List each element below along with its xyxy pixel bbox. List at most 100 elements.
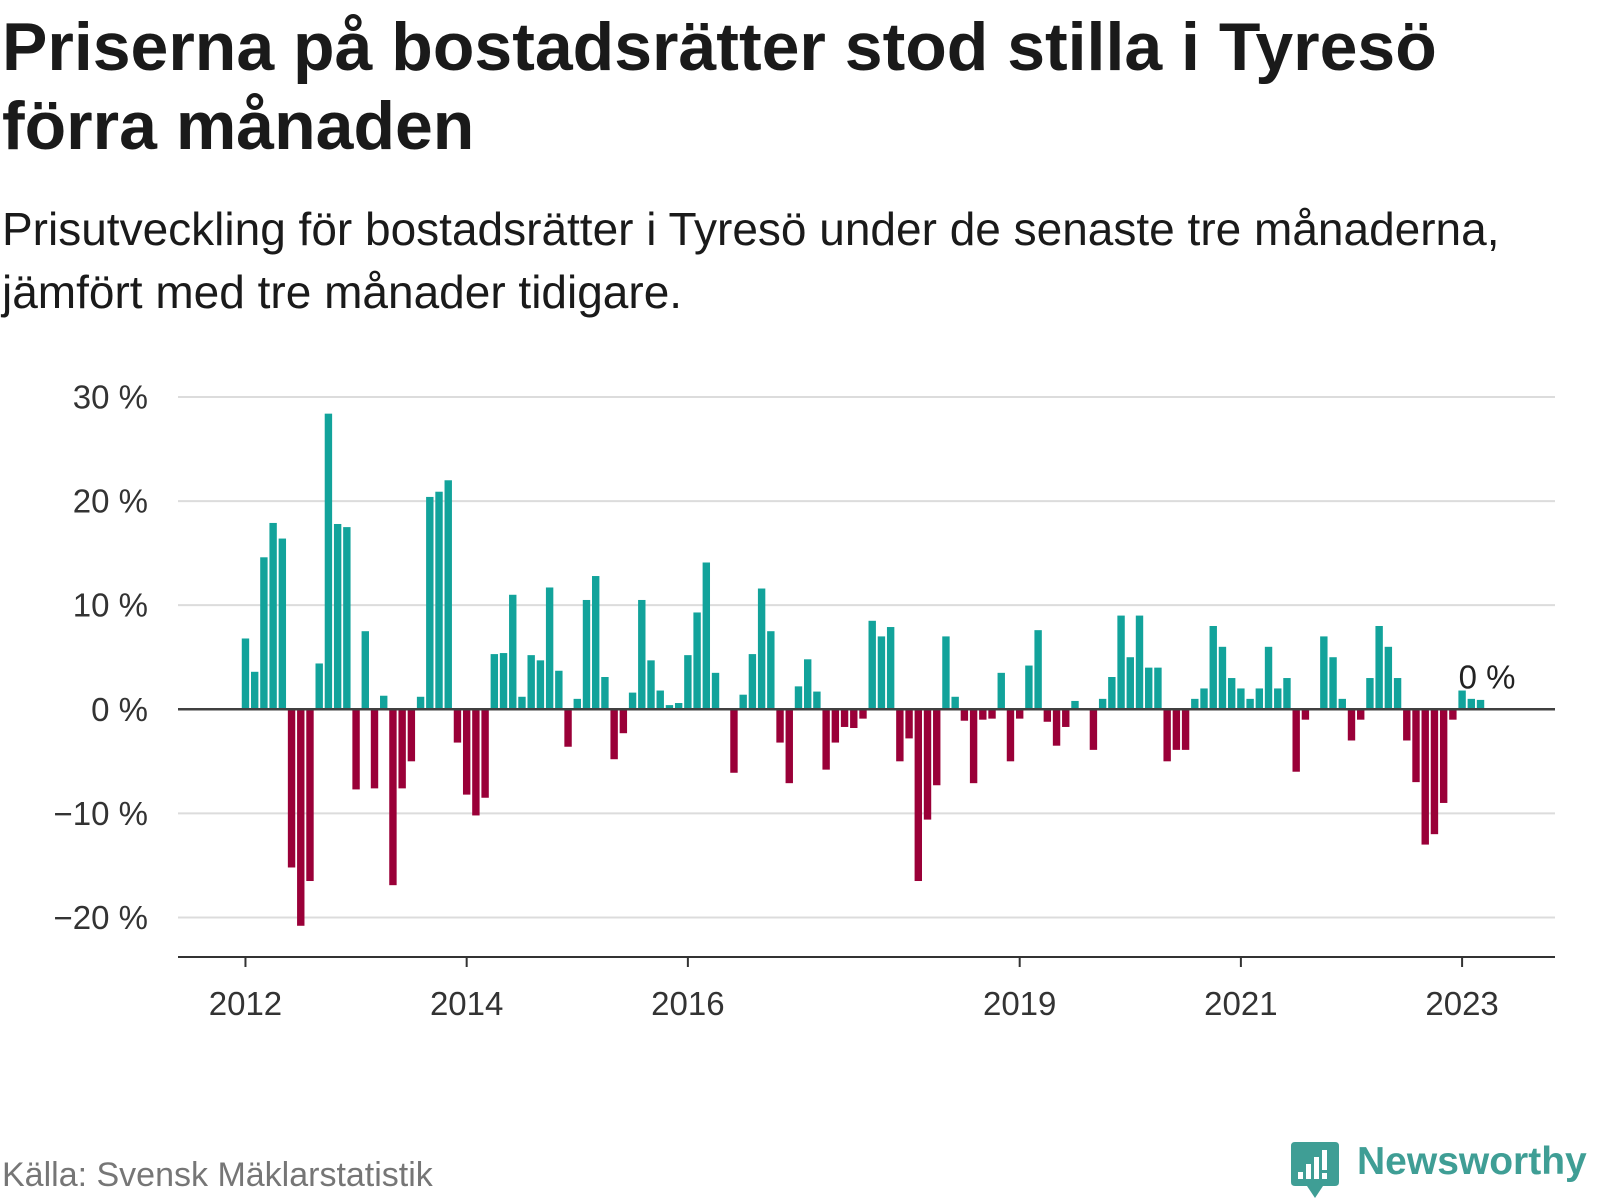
bar-2016-13 bbox=[794, 686, 803, 710]
bar-2013-06 bbox=[398, 709, 406, 789]
bar-2012-07 bbox=[297, 709, 305, 926]
bar-2018-04 bbox=[933, 709, 941, 786]
bar-2021-07 bbox=[1292, 709, 1300, 772]
bar-2013-04 bbox=[380, 695, 388, 710]
gridlines bbox=[178, 396, 1555, 919]
bar-2015-03 bbox=[592, 576, 600, 710]
y-tick-label: 30 % bbox=[73, 379, 148, 416]
bar-2019-07 bbox=[1071, 700, 1079, 710]
x-tick-label: 2016 bbox=[651, 985, 724, 1022]
bar-2022-03 bbox=[1366, 678, 1374, 710]
bar-2022-11 bbox=[1439, 709, 1448, 803]
y-tick-label: −20 % bbox=[54, 899, 149, 936]
bar-2017-10 bbox=[877, 636, 886, 710]
bar-2017-04 bbox=[822, 709, 830, 770]
bar-2013-01 bbox=[352, 709, 360, 790]
bar-2019-10 bbox=[1098, 698, 1107, 710]
bar-2018-10 bbox=[988, 709, 996, 719]
bar-2014-07 bbox=[518, 696, 526, 710]
bar-2014-13 bbox=[573, 698, 581, 710]
chart-title: Priserna på bostadsrätter stod stilla i … bbox=[2, 9, 1437, 164]
bar-2017-07 bbox=[850, 709, 858, 729]
bar-2017-02 bbox=[803, 659, 812, 710]
bar-2013-02 bbox=[361, 631, 369, 710]
bar-2014-10 bbox=[545, 587, 554, 710]
bar-2018-05 bbox=[942, 636, 950, 710]
bar-2017-12 bbox=[896, 709, 904, 762]
bar-2012-11 bbox=[333, 523, 342, 710]
bar-2015-06 bbox=[619, 709, 628, 734]
bar-2021-13 bbox=[1347, 709, 1356, 741]
bar-2020-07 bbox=[1181, 709, 1190, 750]
bar-2016-09 bbox=[757, 588, 766, 710]
bar-2015-02 bbox=[582, 599, 591, 710]
bar-2015-04 bbox=[601, 677, 609, 710]
bar-2017-08 bbox=[859, 709, 867, 719]
bar-2017-11 bbox=[886, 627, 895, 710]
tick-labels: 30 % 20 % 10 % 0 % −10 % −20 % 2012 2014 2016 201… bbox=[54, 379, 1516, 1023]
x-tick-label: 2014 bbox=[430, 985, 503, 1022]
bar-2016-11 bbox=[776, 709, 784, 743]
bar-2014-11 bbox=[555, 670, 563, 710]
bar-2015-11 bbox=[665, 705, 674, 710]
bar-2013-10 bbox=[435, 491, 443, 710]
bar-2018-07 bbox=[960, 709, 969, 721]
bar-2020-05 bbox=[1163, 709, 1171, 762]
y-tick-label: 0 % bbox=[91, 691, 148, 728]
bar-2022-13 bbox=[1458, 690, 1466, 710]
bar-2018-08 bbox=[969, 709, 978, 784]
bar-2018-02 bbox=[914, 709, 922, 882]
bar-2018-03 bbox=[923, 709, 932, 820]
bar-2020-12 bbox=[1227, 678, 1236, 710]
bar-2018-11 bbox=[997, 672, 1005, 710]
bar-2015-13 bbox=[684, 655, 692, 710]
x-tick-label: 2023 bbox=[1425, 985, 1498, 1022]
bar-2018-13 bbox=[1015, 709, 1024, 719]
bar-2020-10 bbox=[1209, 625, 1217, 710]
bar-2013-07 bbox=[407, 709, 416, 762]
bar-2015-12 bbox=[674, 703, 683, 710]
bar-2016-12 bbox=[785, 709, 793, 784]
bar-2021-12 bbox=[1338, 698, 1346, 710]
chart-subtitle: Prisutveckling för bostadsrätter i Tyres… bbox=[2, 203, 1500, 318]
newsworthy-logo-text: Newsworthy bbox=[1357, 1140, 1587, 1183]
bar-2021-05 bbox=[1274, 688, 1282, 710]
bar-2014-03 bbox=[481, 709, 489, 798]
y-tick-label: 20 % bbox=[73, 483, 148, 520]
newsworthy-logo: Newsworthy bbox=[1291, 1140, 1591, 1198]
bar-2019-11 bbox=[1108, 677, 1116, 710]
bar-2021-02 bbox=[1246, 698, 1254, 710]
bar-2022-07 bbox=[1403, 709, 1411, 741]
bar-2013-12 bbox=[453, 709, 462, 743]
bar-2014-09 bbox=[536, 660, 545, 710]
bar-2022-10 bbox=[1430, 709, 1439, 835]
bar-2016-10 bbox=[767, 631, 775, 710]
bar-2019-03 bbox=[1034, 630, 1042, 710]
y-tick-label: −10 % bbox=[54, 795, 149, 832]
bar-2014-01 bbox=[462, 709, 471, 795]
y-tick-label: 10 % bbox=[73, 587, 148, 624]
bar-2013-09 bbox=[426, 496, 434, 710]
bar-2014-06 bbox=[509, 594, 517, 710]
bar-2020-09 bbox=[1200, 688, 1208, 710]
bar-2016-06 bbox=[730, 709, 738, 773]
bar-2020-03 bbox=[1145, 667, 1153, 710]
bar-2019-06 bbox=[1062, 709, 1070, 727]
bar-2014-04 bbox=[490, 654, 499, 710]
bar-2020-11 bbox=[1218, 646, 1227, 710]
bar-2018-09 bbox=[979, 709, 987, 720]
bar-2016-07 bbox=[739, 694, 747, 710]
bar-2012-04 bbox=[269, 522, 277, 710]
bar-2020-13 bbox=[1237, 688, 1245, 710]
bar-2015-08 bbox=[638, 599, 646, 710]
bar-2013-08 bbox=[416, 696, 425, 710]
bar-2014-08 bbox=[527, 655, 535, 710]
bar-2019-12 bbox=[1117, 615, 1125, 710]
bar-2022-12 bbox=[1449, 709, 1457, 720]
bar-2012-05 bbox=[278, 538, 287, 710]
bar-2016-02 bbox=[693, 612, 701, 710]
bar-2012-06 bbox=[287, 709, 296, 868]
bar-2019-02 bbox=[1025, 665, 1033, 710]
bar-2012-09 bbox=[315, 663, 323, 710]
